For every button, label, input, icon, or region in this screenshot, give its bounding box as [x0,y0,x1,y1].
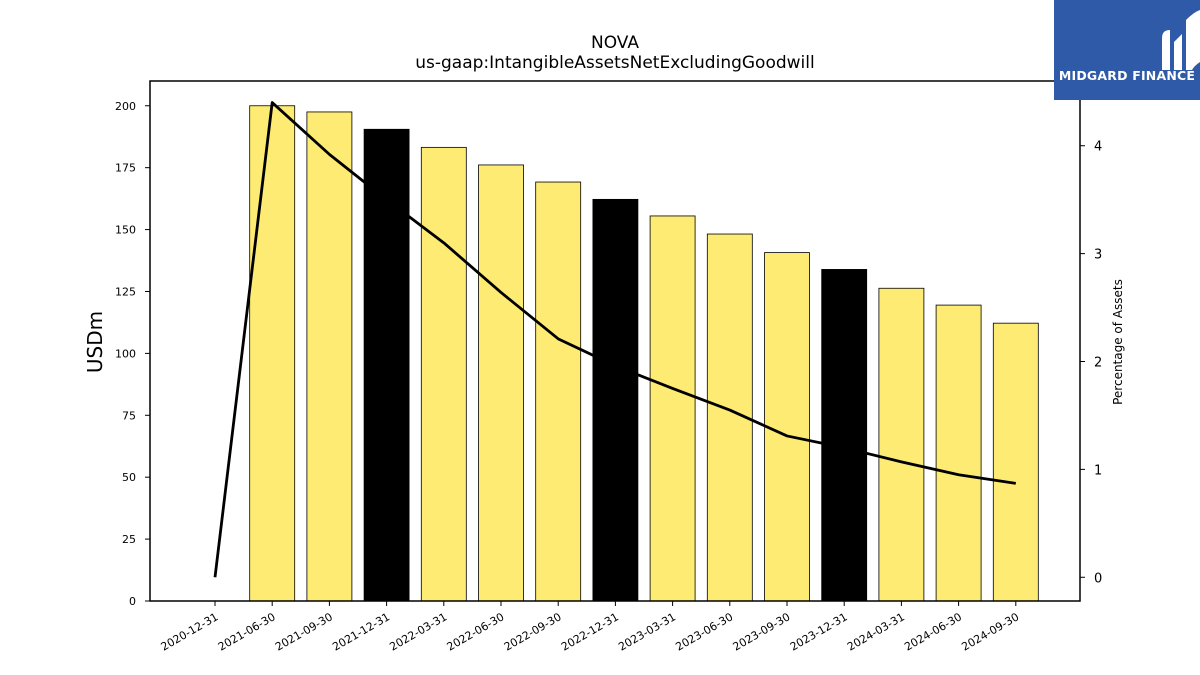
x-tick-label: 2021-12-31 [330,610,392,653]
bar-2024-03-31 [878,287,925,602]
y-tick-label: 50 [122,471,136,484]
y2-tick-label: 2 [1094,355,1102,370]
y-tick-label: 125 [115,285,136,298]
x-tick-label: 2020-12-31 [159,610,221,653]
y2-axis-ticks: 0 1 2 3 4 [1080,140,1102,586]
x-tick-label: 2023-03-31 [616,610,678,653]
bar-2021-06-30 [249,105,296,602]
line-series [213,101,1017,578]
x-tick-label: 2024-03-31 [845,610,907,653]
chart-subtitle: us-gaap:IntangibleAssetsNetExcludingGood… [415,53,814,73]
y2-tick-label: 3 [1094,248,1102,263]
bar-2021-09-30 [306,111,353,602]
y2-tick-label: 0 [1094,571,1102,586]
bar-2023-03-31 [649,215,696,602]
bar-series [249,105,1039,602]
y2-tick-label: 1 [1094,463,1102,478]
x-axis-ticks: 2020-12-312021-06-302021-09-302021-12-31… [159,601,1021,654]
bar-2022-09-30 [535,181,582,602]
x-tick-label: 2022-03-31 [387,610,449,653]
bar-2021-12-31 [363,128,410,602]
bar-2024-09-30 [992,322,1039,602]
logo-mark-icon [1162,10,1200,70]
y-axis-label: USDm [83,311,107,373]
percentage-line [213,101,1017,578]
y-tick-label: 200 [115,100,136,113]
bar-2023-09-30 [764,252,810,602]
y-tick-label: 175 [115,162,136,175]
y2-axis-label: Percentage of Assets [1111,279,1125,405]
y-axis-ticks: 0 25 50 75 100 125 150 175 200 [115,100,150,608]
bar-2024-06-30 [935,304,982,602]
x-tick-label: 2021-06-30 [216,610,278,653]
y-tick-label: 0 [129,595,136,608]
x-tick-label: 2023-09-30 [731,610,793,653]
plot-frame [149,80,1081,602]
x-tick-label: 2023-12-31 [788,610,850,653]
y-tick-label: 100 [115,347,136,360]
chart-title: NOVA [591,33,639,53]
bar-2022-03-31 [420,146,467,602]
y2-tick-label: 4 [1094,140,1102,155]
bar-2022-06-30 [478,164,524,602]
logo-text: MIDGARD FINANCE [1058,68,1196,83]
x-tick-label: 2022-09-30 [502,610,564,653]
x-tick-label: 2021-09-30 [273,610,335,653]
x-tick-label: 2023-06-30 [673,610,735,653]
bar-2022-12-31 [592,198,639,602]
x-tick-label: 2024-09-30 [959,610,1021,653]
x-tick-label: 2022-12-31 [559,610,621,653]
y-tick-label: 25 [122,533,136,546]
bar-2023-12-31 [821,269,868,602]
y-tick-label: 75 [122,409,136,422]
midgard-finance-logo: MIDGARD FINANCE [1054,0,1200,100]
x-tick-label: 2024-06-30 [902,610,964,653]
x-tick-label: 2022-06-30 [445,610,507,653]
y-tick-label: 150 [115,224,136,237]
